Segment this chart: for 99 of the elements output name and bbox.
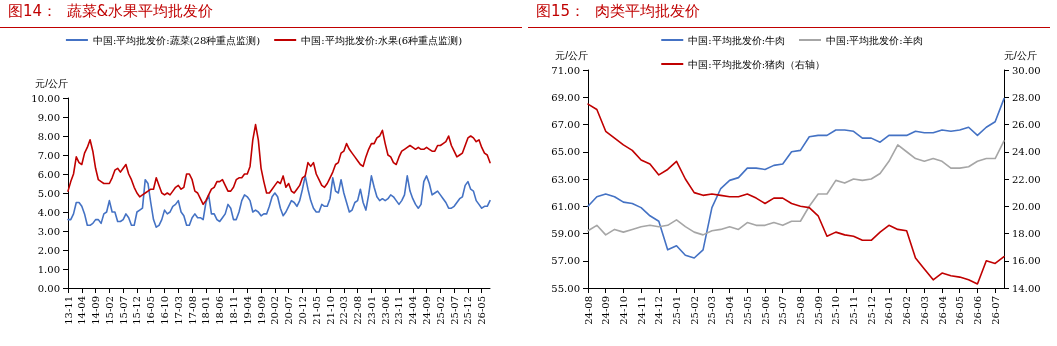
x-tick-label: 18-11 bbox=[227, 296, 239, 325]
x-tick-label: 16-05 bbox=[145, 296, 157, 325]
x-tick-label: 25-12 bbox=[462, 296, 474, 325]
x-tick-label: 26-05 bbox=[954, 296, 966, 325]
x-tick-label: 26-01 bbox=[883, 296, 895, 325]
y-tick-label: 67.00 bbox=[551, 119, 580, 130]
legend-label: 中国:平均批发价:水果(6种重点监测) bbox=[301, 34, 463, 46]
x-tick-label: 14-04 bbox=[76, 296, 88, 325]
x-tick-label: 15-12 bbox=[131, 296, 143, 325]
y-tick-label: 63.00 bbox=[551, 173, 580, 185]
x-tick-label: 17-08 bbox=[186, 296, 198, 325]
chart-title: 图15： 肉类平均批发价 bbox=[536, 2, 700, 21]
y2-tick-label: 24.00 bbox=[1012, 146, 1041, 158]
y-tick-label: 61.00 bbox=[551, 200, 580, 212]
y-tick-label: 8.00 bbox=[37, 130, 60, 142]
y-tick-label: 55.00 bbox=[551, 282, 580, 294]
x-tick-label: 25-05 bbox=[741, 296, 753, 325]
line-series bbox=[587, 97, 1005, 259]
y-tick-label: 69.00 bbox=[551, 91, 580, 103]
y-tick-label: 2.00 bbox=[37, 244, 60, 256]
x-tick-label: 20-02 bbox=[269, 296, 281, 325]
line-series bbox=[67, 175, 491, 228]
y2-axis-title: 元/公斤 bbox=[1004, 49, 1037, 61]
x-tick-label: 15-07 bbox=[117, 296, 129, 325]
x-tick-label: 19-09 bbox=[255, 296, 267, 325]
x-tick-label: 26-07 bbox=[989, 296, 1001, 325]
x-tick-label: 24-12 bbox=[653, 296, 665, 325]
line-series bbox=[67, 123, 491, 206]
y2-tick-label: 22.00 bbox=[1012, 173, 1041, 185]
line-series bbox=[587, 103, 1005, 285]
x-tick-label: 25-10 bbox=[830, 296, 842, 325]
y2-tick-label: 28.00 bbox=[1012, 91, 1041, 103]
x-tick-label: 21-05 bbox=[310, 296, 322, 325]
x-tick-label: 25-11 bbox=[848, 296, 860, 325]
x-tick-label: 22-03 bbox=[338, 296, 350, 325]
x-tick-label: 25-02 bbox=[434, 296, 446, 325]
x-tick-label: 18-01 bbox=[200, 296, 212, 325]
x-tick-label: 18-06 bbox=[214, 296, 226, 325]
y2-tick-label: 30.00 bbox=[1012, 64, 1041, 76]
x-tick-label: 23-06 bbox=[379, 296, 391, 325]
y-tick-label: 9.00 bbox=[37, 111, 60, 123]
y-tick-label: 65.00 bbox=[551, 146, 580, 158]
x-tick-label: 13-11 bbox=[62, 296, 74, 325]
y-tick-label: 10.00 bbox=[31, 92, 60, 104]
y-axis-title: 元/公斤 bbox=[555, 49, 588, 61]
y-tick-label: 3.00 bbox=[37, 225, 60, 237]
x-tick-label: 15-02 bbox=[103, 296, 115, 325]
line-series bbox=[587, 140, 1005, 236]
chart-title: 图14： 蔬菜&水果平均批发价 bbox=[8, 2, 214, 21]
x-tick-label: 19-04 bbox=[241, 296, 253, 325]
x-tick-label: 26-02 bbox=[901, 296, 913, 325]
y2-tick-label: 16.00 bbox=[1012, 255, 1041, 267]
x-tick-label: 25-03 bbox=[706, 296, 718, 325]
x-tick-label: 17-03 bbox=[172, 296, 184, 325]
x-tick-label: 24-08 bbox=[582, 296, 594, 325]
x-tick-label: 26-05 bbox=[476, 296, 488, 325]
y2-tick-label: 26.00 bbox=[1012, 119, 1041, 130]
x-tick-label: 20-12 bbox=[296, 296, 308, 325]
x-tick-label: 25-09 bbox=[812, 296, 824, 325]
legend-label: 中国:平均批发价:蔬菜(28种重点监测) bbox=[92, 34, 261, 46]
legend-label: 中国:平均批发价:牛肉 bbox=[688, 34, 786, 46]
x-tick-label: 23-01 bbox=[365, 296, 377, 325]
x-tick-label: 24-09 bbox=[421, 296, 433, 325]
y-tick-label: 6.00 bbox=[37, 168, 60, 180]
x-tick-label: 25-08 bbox=[794, 296, 806, 325]
legend-label: 中国:平均批发价:猪肉（右轴） bbox=[688, 58, 826, 70]
y-tick-label: 57.00 bbox=[551, 255, 580, 267]
x-tick-label: 25-07 bbox=[448, 296, 460, 325]
x-tick-label: 26-03 bbox=[918, 296, 930, 325]
x-tick-label: 25-02 bbox=[688, 296, 700, 325]
x-tick-label: 25-06 bbox=[759, 296, 771, 325]
y-axis-title: 元/公斤 bbox=[35, 77, 68, 89]
y-tick-label: 4.00 bbox=[37, 206, 60, 218]
x-tick-label: 25-07 bbox=[777, 296, 789, 325]
x-tick-label: 26-06 bbox=[971, 296, 983, 325]
x-tick-label: 20-07 bbox=[283, 296, 295, 325]
x-tick-label: 21-10 bbox=[324, 296, 336, 325]
y-tick-label: 71.00 bbox=[551, 64, 580, 76]
y-tick-label: 5.00 bbox=[37, 187, 60, 199]
y2-tick-label: 14.00 bbox=[1012, 282, 1041, 294]
x-tick-label: 24-09 bbox=[600, 296, 612, 325]
x-tick-label: 16-10 bbox=[159, 296, 171, 325]
x-tick-label: 24-10 bbox=[617, 296, 629, 325]
x-tick-label: 22-08 bbox=[352, 296, 364, 325]
x-tick-label: 24-11 bbox=[635, 296, 647, 325]
x-tick-label: 25-12 bbox=[865, 296, 877, 325]
y-tick-label: 59.00 bbox=[551, 228, 580, 239]
y-tick-label: 7.00 bbox=[37, 149, 60, 161]
x-tick-label: 14-09 bbox=[90, 296, 102, 325]
y2-tick-label: 20.00 bbox=[1012, 200, 1041, 212]
x-tick-label: 26-04 bbox=[936, 296, 948, 325]
x-tick-label: 25-01 bbox=[671, 296, 683, 325]
x-tick-label: 24-04 bbox=[407, 296, 419, 325]
y-tick-label: 0.00 bbox=[37, 282, 60, 294]
y2-tick-label: 18.00 bbox=[1012, 228, 1041, 239]
x-tick-label: 25-04 bbox=[724, 296, 736, 325]
legend-label: 中国:平均批发价:羊肉 bbox=[826, 34, 923, 46]
x-tick-label: 23-11 bbox=[393, 296, 405, 325]
y-tick-label: 1.00 bbox=[37, 263, 60, 275]
